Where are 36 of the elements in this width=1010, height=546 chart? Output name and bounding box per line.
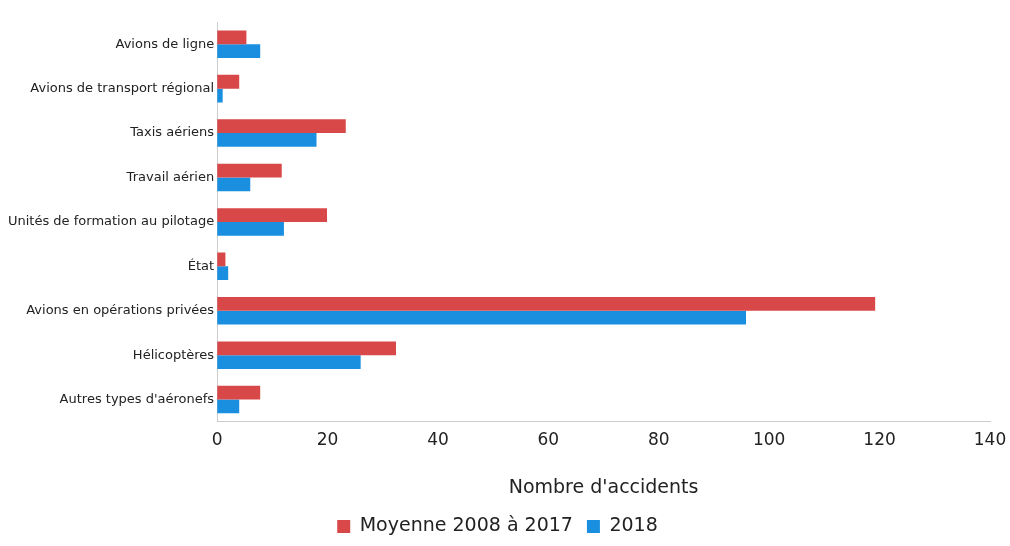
- x-tick-label: 120: [863, 429, 896, 450]
- bar: [217, 133, 317, 147]
- y-tick-label: Avions en opérations privées: [26, 302, 215, 318]
- bar: [217, 74, 240, 89]
- x-tick-label: 80: [647, 429, 670, 450]
- y-tick-label: Avions de ligne: [115, 35, 215, 51]
- x-tick-label: 60: [537, 429, 560, 450]
- y-tick-label: Avions de transport régional: [30, 80, 215, 96]
- bar: [217, 296, 876, 311]
- bar: [217, 177, 251, 192]
- bar: [217, 221, 284, 236]
- x-tick-label: 140: [973, 429, 1007, 450]
- bar: [217, 355, 361, 369]
- y-tick-label: Autres types d'aéronefs: [59, 390, 215, 406]
- bar: [217, 30, 247, 45]
- y-tick-label: Unités de formation au pilotage: [8, 213, 215, 229]
- x-axis-title: Nombre d'accidents: [508, 474, 699, 497]
- y-tick-label: État: [187, 257, 215, 273]
- bar: [217, 399, 240, 414]
- bar: [217, 310, 746, 325]
- x-tick-label: 100: [752, 429, 786, 450]
- legend-label: 2018: [609, 513, 658, 536]
- y-tick-label: Taxis aériens: [129, 124, 215, 140]
- y-tick-label: Hélicoptères: [132, 346, 215, 362]
- bar: [217, 208, 327, 222]
- bar: [217, 119, 346, 134]
- bar: [217, 44, 261, 58]
- x-tick-label: 0: [211, 429, 223, 450]
- bar: [217, 341, 396, 356]
- bar: [217, 266, 229, 281]
- bar: [217, 385, 261, 400]
- x-tick-label: 20: [316, 429, 339, 450]
- legend-label: Moyenne 2008 à 2017: [359, 513, 573, 536]
- y-tick-label: Travail aérien: [125, 168, 215, 184]
- x-tick-label: 40: [427, 429, 449, 450]
- bar: [217, 163, 282, 178]
